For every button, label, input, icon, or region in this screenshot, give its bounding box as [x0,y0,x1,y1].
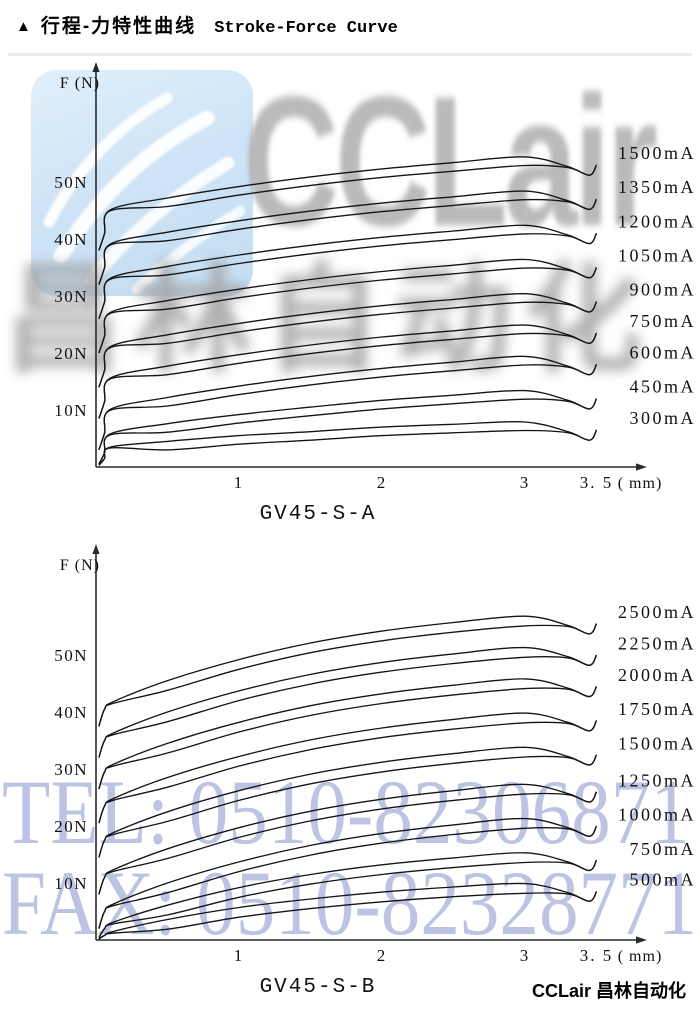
curve-label-1350mA: 1350mA [618,177,696,197]
curve-rising-750mA [98,859,598,939]
curve-rising-900mA [98,301,598,388]
x-tick-label: 1 [234,473,245,492]
y-axis-title: F (N) [60,75,100,92]
y-axis-title: F (N) [60,557,100,574]
page-header: ▲ 行程-力特性曲线 Stroke-Force Curve [16,11,398,38]
curve-falling-1050mA [98,258,598,354]
curve-falling-1000mA [98,817,598,929]
x-axis-unit: ( mm) [618,475,663,492]
y-tick-label: 10N [54,874,88,893]
x-tick-label: 1 [234,946,245,965]
curve-label-900mA: 900mA [630,280,697,300]
y-axis-arrow-icon [92,62,100,72]
curve-label-1500mA: 1500mA [618,143,696,163]
curve-rising-600mA [98,364,598,451]
x-tick-label: 3. 5 [580,473,614,492]
curve-rising-1250mA [98,791,598,895]
triangle-bullet-icon: ▲ [16,18,31,35]
curve-rising-450mA [98,398,598,465]
curve-label-500mA: 500mA [630,870,697,890]
y-tick-label: 20N [54,817,88,836]
curve-rising-1050mA [98,267,598,354]
footer-brand: CCLair 昌林自动化 [532,981,687,1001]
curve-rising-1000mA [98,825,598,929]
chart-a-title: GV45-S-A [259,503,377,526]
y-tick-label: 20N [54,344,88,363]
curve-label-2250mA: 2250mA [618,634,696,654]
y-tick-label: 30N [54,287,88,306]
curve-label-300mA: 300mA [630,408,697,428]
y-tick-label: 30N [54,760,88,779]
curve-rising-2000mA [98,686,598,790]
x-tick-label: 3. 5 [580,946,614,965]
curve-label-1000mA: 1000mA [618,805,696,825]
curve-label-2000mA: 2000mA [618,665,696,685]
curve-rising-1200mA [98,232,598,320]
curve-label-750mA: 750mA [630,839,697,859]
curve-falling-1500mA [98,156,598,251]
x-axis-arrow-icon [636,936,647,944]
y-axis-arrow-icon [92,544,100,554]
curve-rising-2250mA [98,654,598,758]
curve-label-1500mA: 1500mA [618,733,696,753]
page-title-chinese: 行程-力特性曲线 [40,16,197,37]
page-title-english: Stroke-Force Curve [214,19,398,38]
curve-rising-500mA [98,891,598,940]
curve-falling-600mA [98,355,598,451]
y-tick-label: 40N [54,703,88,722]
curve-falling-750mA [98,852,598,939]
y-tick-label: 40N [54,230,88,249]
curve-falling-500mA [98,882,598,940]
header-divider [8,53,692,56]
x-tick-label: 3 [520,946,531,965]
curve-falling-900mA [98,292,598,388]
curve-falling-1500mA [98,746,598,858]
curve-label-1050mA: 1050mA [618,246,696,266]
chart-b-title: GV45-S-B [259,976,377,999]
curve-label-1200mA: 1200mA [618,211,696,231]
curve-rising-300mA [98,429,598,466]
curve-falling-450mA [98,389,598,465]
curve-rising-1750mA [98,720,598,824]
curve-falling-2000mA [98,678,598,790]
curve-label-1250mA: 1250mA [618,770,696,790]
x-axis-unit: ( mm) [618,948,663,965]
x-axis-arrow-icon [636,463,647,471]
curve-falling-300mA [98,420,598,466]
curve-label-2500mA: 2500mA [618,602,696,622]
x-tick-label: 2 [377,473,388,492]
curve-rising-2500mA [98,623,598,727]
y-tick-label: 10N [54,401,88,420]
x-tick-label: 2 [377,946,388,965]
curve-label-750mA: 750mA [630,311,697,331]
curve-rising-1500mA [98,754,598,858]
y-tick-label: 50N [54,646,88,665]
curve-label-450mA: 450mA [630,377,697,397]
curve-label-1750mA: 1750mA [618,699,696,719]
curve-rising-750mA [98,332,598,419]
curve-label-600mA: 600mA [630,342,697,362]
y-tick-label: 50N [54,173,88,192]
curve-falling-2250mA [98,646,598,758]
curve-falling-1250mA [98,783,598,895]
curve-rising-1350mA [98,198,598,285]
curve-falling-750mA [98,324,598,419]
curve-falling-2500mA [98,615,598,727]
x-tick-label: 3 [520,473,531,492]
curve-falling-1750mA [98,712,598,824]
curve-rising-1500mA [98,164,598,251]
